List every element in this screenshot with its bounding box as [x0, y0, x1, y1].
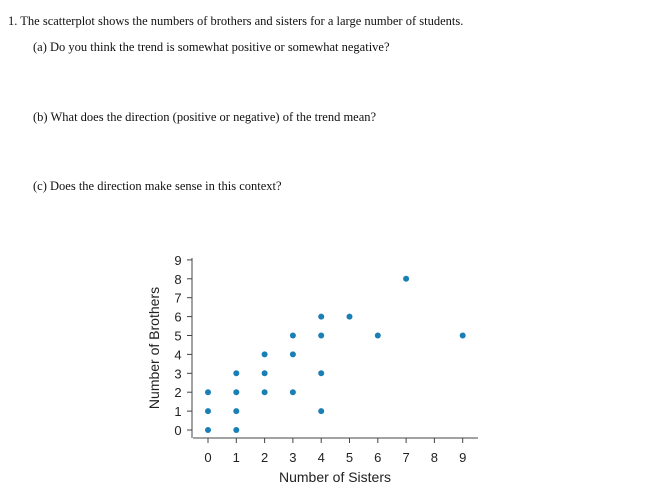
x-tick-label: 2: [261, 450, 268, 465]
part-c-text: Does the direction make sense in this co…: [50, 179, 282, 193]
data-point: [289, 351, 296, 358]
question-stem: 1. The scatterplot shows the numbers of …: [8, 14, 463, 29]
data-point: [374, 332, 381, 339]
x-tick-label: 5: [346, 450, 353, 465]
part-a: (a) Do you think the trend is somewhat p…: [33, 40, 390, 55]
y-tick-label: 8: [174, 272, 181, 287]
data-point: [261, 370, 268, 377]
part-b: (b) What does the direction (positive or…: [33, 110, 376, 125]
part-c-label: (c): [33, 179, 47, 193]
data-point: [459, 332, 466, 339]
data-point: [346, 313, 353, 320]
x-tick-label: 3: [289, 450, 296, 465]
x-tick-label: 8: [431, 450, 438, 465]
x-tick-label: 0: [204, 450, 211, 465]
y-tick-label: 3: [174, 366, 181, 381]
data-point: [403, 275, 410, 282]
data-point: [318, 313, 325, 320]
part-a-text: Do you think the trend is somewhat posit…: [50, 40, 390, 54]
data-point: [205, 389, 211, 396]
data-point: [318, 370, 325, 377]
x-tick-label: 4: [318, 450, 325, 465]
part-a-label: (a): [33, 40, 47, 54]
data-point: [233, 389, 240, 396]
question-number: 1.: [8, 14, 18, 28]
data-point: [318, 408, 325, 415]
part-c: (c) Does the direction make sense in thi…: [33, 179, 282, 194]
y-axis-label: Number of Brothers: [146, 287, 162, 409]
data-point: [233, 427, 240, 433]
data-point: [318, 332, 325, 339]
y-tick-label: 5: [174, 329, 181, 344]
data-point: [233, 408, 240, 415]
y-tick-label: 0: [174, 423, 181, 438]
y-tick-label: 9: [174, 253, 181, 268]
x-tick-label: 1: [233, 450, 240, 465]
y-tick-label: 2: [174, 385, 181, 400]
part-b-label: (b): [33, 110, 48, 124]
y-tick-label: 4: [174, 347, 181, 362]
data-point: [289, 389, 296, 396]
data-point: [233, 370, 240, 377]
y-tick-label: 1: [174, 404, 181, 419]
question-text: The scatterplot shows the numbers of bro…: [20, 14, 464, 28]
x-tick-label: 7: [402, 450, 409, 465]
data-point: [205, 427, 211, 433]
data-point: [205, 408, 211, 415]
y-tick-label: 6: [174, 310, 181, 325]
part-b-text: What does the direction (positive or neg…: [50, 110, 377, 124]
data-point: [289, 332, 296, 339]
data-point: [261, 389, 268, 396]
x-tick-label: 6: [374, 450, 381, 465]
y-tick-label: 7: [174, 291, 181, 306]
x-axis-label: Number of Sisters: [279, 469, 391, 485]
x-tick-label: 9: [459, 450, 466, 465]
data-point: [261, 351, 268, 358]
